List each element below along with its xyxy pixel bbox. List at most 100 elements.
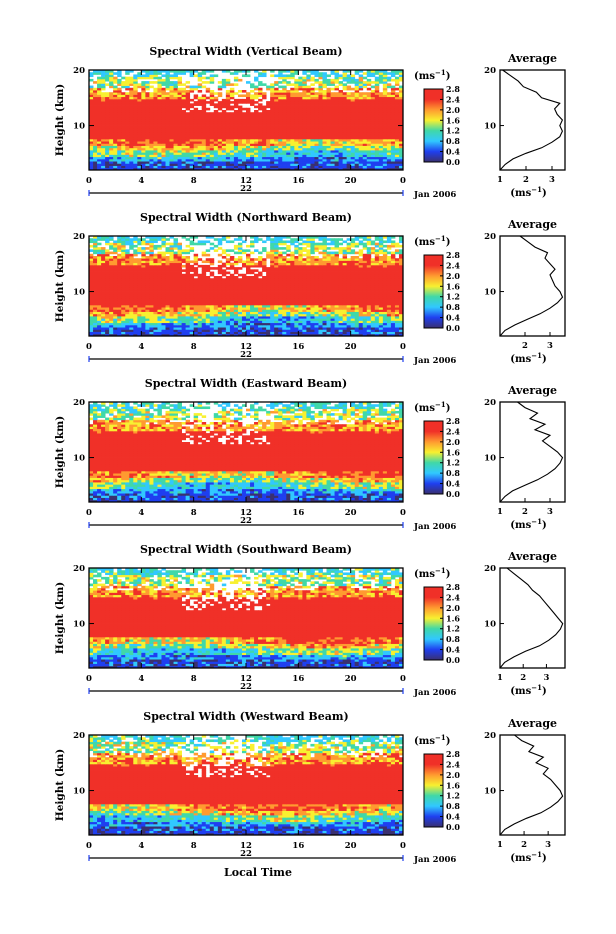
heatmap-cell (117, 106, 121, 109)
heatmap-cell (89, 312, 93, 315)
heatmap-cell (133, 86, 137, 89)
heatmap-cell (302, 292, 306, 295)
heatmap-cell (290, 332, 294, 335)
heatmap-cell (161, 157, 165, 160)
heatmap-cell (270, 126, 274, 129)
heatmap-cell (363, 117, 367, 120)
heatmap-cell (125, 137, 129, 140)
heatmap-cell (198, 83, 202, 86)
heatmap-cell (371, 332, 375, 335)
heatmap-cell (290, 312, 294, 315)
heatmap-cell (306, 332, 310, 335)
heatmap-cell (101, 77, 105, 80)
heatmap-cell (230, 166, 234, 169)
x-tick-label: 0 (86, 176, 92, 186)
heatmap-cell (174, 117, 178, 120)
heatmap-cell (266, 323, 270, 326)
colorbar-tick-label: 2.8 (446, 84, 460, 94)
heatmap-cell (375, 166, 379, 169)
heatmap-cell (101, 97, 105, 100)
heatmap-cell (133, 157, 137, 160)
heatmap-cell (117, 97, 121, 100)
heatmap-cell (379, 146, 383, 149)
heatmap-cell (178, 166, 182, 169)
heatmap-cell (343, 137, 347, 140)
heatmap-cell (125, 146, 129, 149)
heatmap-cell (314, 323, 318, 326)
heatmap-cell (190, 303, 194, 306)
heatmap-cell (186, 137, 190, 140)
heatmap-cell (306, 137, 310, 140)
heatmap-cell (327, 97, 331, 100)
heatmap-cell (89, 79, 93, 82)
heatmap-cell (113, 86, 117, 89)
heatmap-cell (318, 81, 322, 84)
heatmap-cell (274, 74, 278, 77)
heatmap-cell (210, 77, 214, 80)
average-frame (500, 70, 565, 170)
colorbar-tick-label: 2.4 (446, 94, 460, 104)
heatmap-cell (218, 112, 222, 115)
heatmap-cell (347, 126, 351, 129)
heatmap-cell (222, 332, 226, 335)
heatmap-cell (125, 323, 129, 326)
heatmap-cell (190, 99, 194, 102)
heatmap-cell (363, 332, 367, 335)
heatmap-cell (266, 312, 270, 315)
heatmap-cell (238, 137, 242, 140)
heatmap-cell (101, 146, 105, 149)
heatmap-cell (375, 86, 379, 89)
heatmap-cell (145, 77, 149, 80)
heatmap-cell (210, 137, 214, 140)
heatmap-cell (383, 77, 387, 80)
heatmap-cell (202, 106, 206, 109)
heatmap-cell (322, 106, 326, 109)
heatmap-cell (379, 117, 383, 120)
heatmap-cell (278, 86, 282, 89)
heatmap-cell (194, 157, 198, 160)
heatmap-cell (286, 97, 290, 100)
heatmap-cell (302, 117, 306, 120)
heatmap-cell (314, 332, 318, 335)
heatmap-cell (274, 126, 278, 129)
heatmap-cell (238, 303, 242, 306)
heatmap-cell (194, 312, 198, 315)
heatmap-cell (210, 74, 214, 77)
heatmap-cell (339, 332, 343, 335)
heatmap-cell (113, 106, 117, 109)
heatmap-cell (246, 74, 250, 77)
heatmap-cell (97, 97, 101, 100)
heatmap-cell (375, 126, 379, 129)
heatmap-cell (343, 303, 347, 306)
heatmap-cell (234, 83, 238, 86)
heatmap-cell (157, 146, 161, 149)
heatmap-cell (157, 106, 161, 109)
heatmap-cell (391, 97, 395, 100)
heatmap-cell (355, 303, 359, 306)
heatmap-cell (306, 323, 310, 326)
heatmap-cell (258, 106, 262, 109)
heatmap-cell (286, 81, 290, 84)
heatmap-cell (149, 92, 153, 95)
heatmap-cell (121, 117, 125, 120)
heatmap-cell (351, 303, 355, 306)
heatmap-cell (395, 146, 399, 149)
heatmap-cell (347, 157, 351, 160)
heatmap-cell (387, 332, 391, 335)
heatmap-cell (274, 146, 278, 149)
heatmap-cell (133, 126, 137, 129)
heatmap-cell (339, 303, 343, 306)
heatmap-cell (314, 106, 318, 109)
x-tick-label: 20 (345, 176, 357, 186)
heatmap-cell (105, 137, 109, 140)
heatmap-cell (282, 74, 286, 77)
heatmap-cell (254, 126, 258, 129)
heatmap-cell (335, 332, 339, 335)
heatmap-cell (355, 97, 359, 100)
heatmap-cell (182, 332, 186, 335)
heatmap-cell (367, 332, 371, 335)
heatmap-cell (206, 157, 210, 160)
heatmap-cell (347, 137, 351, 140)
heatmap-cell (327, 146, 331, 149)
heatmap-cell (214, 117, 218, 120)
